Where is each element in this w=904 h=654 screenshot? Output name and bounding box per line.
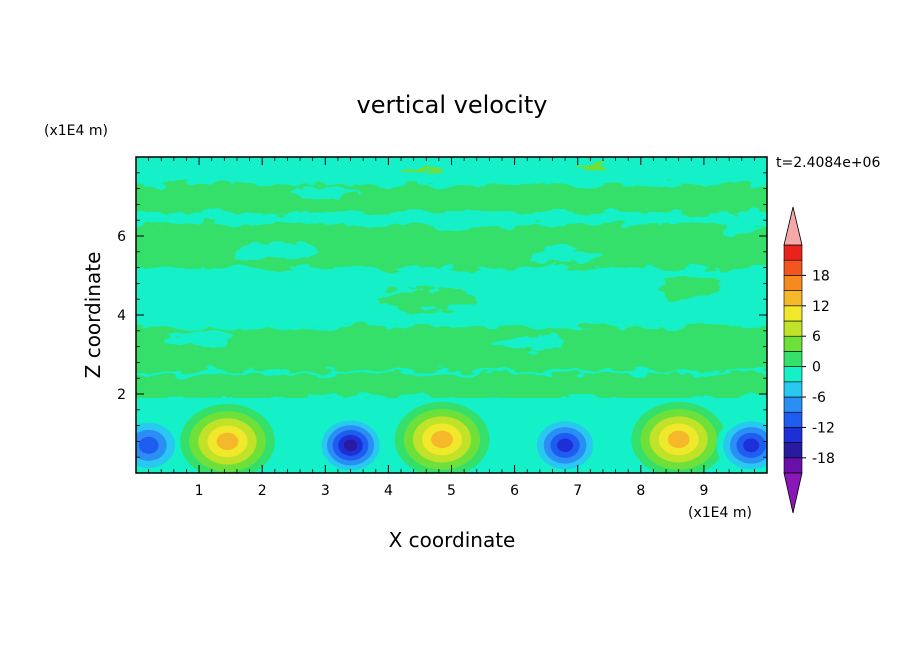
field-patch bbox=[659, 275, 723, 300]
y-tick-label: 6 bbox=[117, 229, 126, 245]
convective-cell bbox=[180, 403, 275, 473]
plot-area bbox=[136, 157, 767, 473]
field-patch bbox=[401, 165, 439, 172]
x-tick-label: 8 bbox=[636, 483, 645, 499]
x-unit-label: (x1E4 m) bbox=[688, 505, 752, 521]
field-patch bbox=[290, 186, 361, 199]
colorbar-tick-label: 6 bbox=[812, 329, 821, 345]
field-patch bbox=[574, 162, 607, 168]
field-band bbox=[136, 224, 767, 268]
field-patch bbox=[584, 197, 648, 212]
cell-contour bbox=[557, 438, 574, 453]
colorbar-swatch bbox=[783, 427, 803, 443]
x-tick-label: 4 bbox=[384, 483, 393, 499]
velocity-field bbox=[136, 157, 767, 398]
field-band bbox=[136, 184, 767, 213]
boundary-layer-cells bbox=[136, 401, 767, 473]
cell-contour bbox=[138, 436, 159, 454]
x-tick-label: 1 bbox=[195, 483, 204, 499]
colorbar-tick-label: -6 bbox=[812, 390, 826, 406]
cell-contour bbox=[667, 430, 690, 449]
x-tick-label: 2 bbox=[258, 483, 267, 499]
field-patch bbox=[489, 334, 566, 351]
x-tick-label: 5 bbox=[447, 483, 456, 499]
field-band bbox=[136, 374, 767, 398]
field-patch bbox=[183, 193, 241, 208]
chart-title: vertical velocity bbox=[357, 91, 548, 119]
colorbar-swatch bbox=[783, 275, 803, 291]
colorbar-swatch bbox=[783, 290, 803, 307]
y-axis-ticks: 2 4 6 bbox=[117, 172, 767, 458]
convective-cell bbox=[136, 415, 184, 473]
colorbar-swatch bbox=[783, 457, 803, 474]
field-patch bbox=[375, 287, 477, 312]
colorbar-swatch bbox=[783, 320, 803, 337]
convective-cell bbox=[315, 415, 386, 473]
field-patch bbox=[233, 241, 316, 262]
field-patch bbox=[164, 329, 234, 348]
x-axis-label: X coordinate bbox=[389, 528, 516, 552]
colorbar-swatch bbox=[783, 351, 803, 367]
y-axis-label: Z coordinate bbox=[81, 252, 105, 379]
y-unit-label: (x1E4 m) bbox=[44, 123, 108, 139]
x-tick-label: 6 bbox=[510, 483, 519, 499]
convective-cell bbox=[394, 401, 490, 473]
cell-contour bbox=[431, 430, 453, 449]
field-patch bbox=[621, 352, 711, 373]
cell-contour bbox=[216, 432, 239, 451]
colorbar-swatch bbox=[783, 259, 803, 276]
cell-contour bbox=[743, 438, 760, 453]
colorbar-swatch bbox=[783, 442, 803, 459]
x-tick-label: 3 bbox=[321, 483, 330, 499]
convective-cell bbox=[716, 415, 767, 473]
colorbar-swatch bbox=[783, 381, 803, 398]
cell-contour bbox=[343, 439, 358, 452]
colorbar-over-arrow bbox=[783, 206, 803, 246]
colorbar-tick-label: 0 bbox=[812, 360, 821, 376]
colorbar-swatch bbox=[783, 366, 803, 383]
colorbar-swatch bbox=[783, 305, 803, 322]
colorbar-under-arrow bbox=[783, 472, 803, 514]
colorbar-tick-label: -18 bbox=[812, 451, 835, 467]
field-patch bbox=[322, 346, 405, 363]
time-label: t=2.4084e+06 bbox=[776, 155, 880, 171]
y-tick-label: 4 bbox=[117, 308, 126, 324]
x-tick-label: 7 bbox=[573, 483, 582, 499]
colorbar: 18 12 6 0 -6 -12 -18 bbox=[783, 206, 835, 514]
colorbar-swatch bbox=[783, 335, 803, 352]
colorbar-tick-label: 12 bbox=[812, 299, 830, 315]
field-patch bbox=[432, 211, 521, 230]
colorbar-swatch bbox=[783, 411, 803, 428]
colorbar-swatch bbox=[783, 396, 803, 413]
x-axis-ticks: 1 2 3 4 5 6 7 8 9 bbox=[148, 157, 755, 499]
colorbar-tick-label: 18 bbox=[812, 268, 830, 284]
field-patch bbox=[527, 246, 603, 265]
convective-cell bbox=[631, 401, 726, 473]
field-patch bbox=[722, 222, 761, 235]
colorbar-tick-label: -12 bbox=[812, 420, 835, 436]
x-tick-label: 9 bbox=[699, 483, 708, 499]
y-tick-label: 2 bbox=[117, 387, 126, 403]
convective-cell bbox=[530, 415, 600, 473]
colorbar-swatch bbox=[783, 244, 803, 261]
field-patch bbox=[170, 238, 215, 249]
